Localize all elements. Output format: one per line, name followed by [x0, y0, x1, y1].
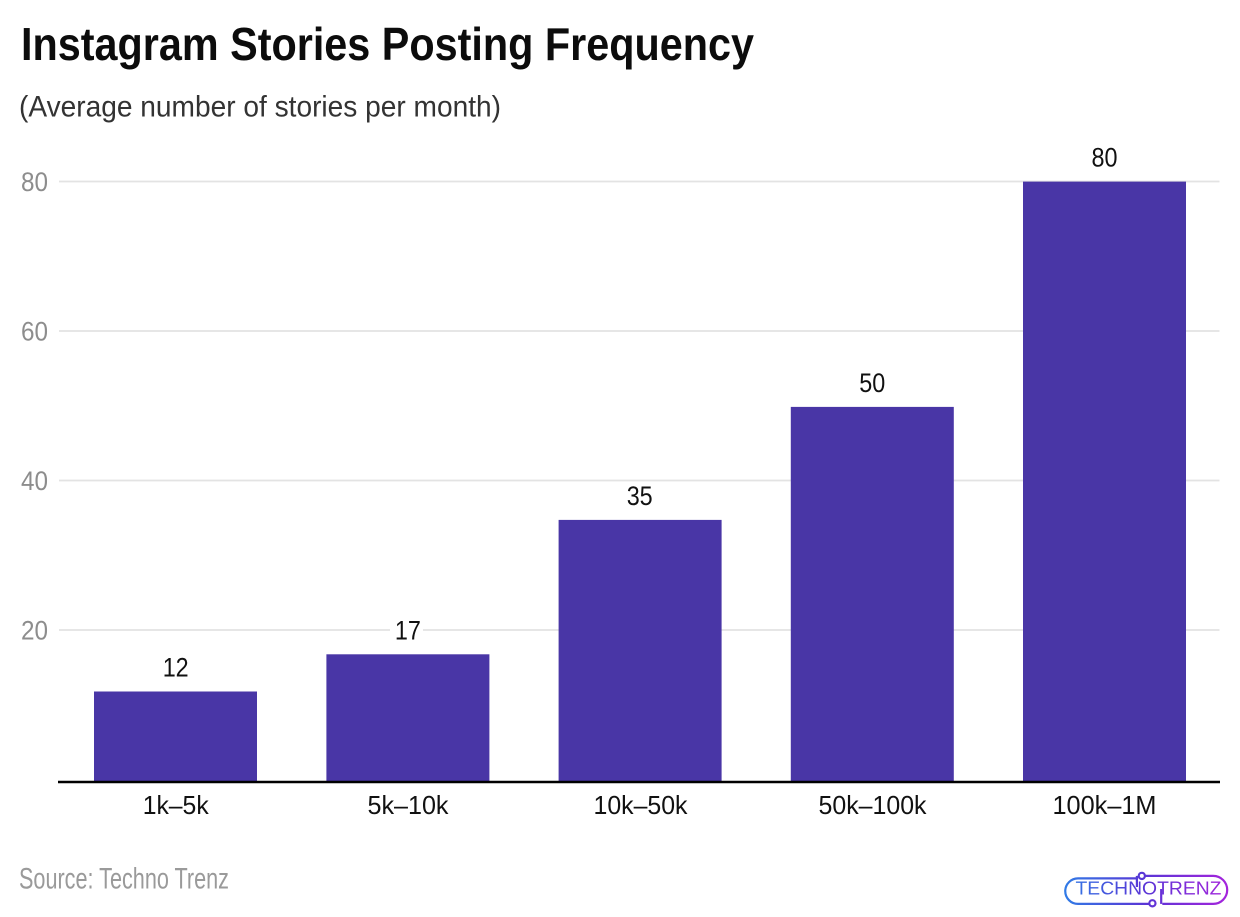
- svg-text:80: 80: [1092, 143, 1118, 173]
- svg-text:17: 17: [395, 615, 421, 645]
- svg-text:TECHNOTRENZ: TECHNOTRENZ: [1076, 877, 1222, 898]
- svg-text:12: 12: [163, 653, 189, 683]
- svg-text:20: 20: [21, 615, 48, 645]
- svg-text:1k–5k: 1k–5k: [143, 790, 210, 820]
- svg-text:5k–10k: 5k–10k: [368, 790, 450, 820]
- svg-text:(Average number of stories per: (Average number of stories per month): [19, 90, 501, 123]
- svg-text:Source: Techno Trenz: Source: Techno Trenz: [19, 863, 229, 896]
- svg-text:50: 50: [859, 368, 885, 398]
- svg-text:60: 60: [21, 316, 48, 346]
- svg-text:35: 35: [627, 481, 653, 511]
- svg-text:40: 40: [21, 466, 48, 496]
- svg-text:10k–50k: 10k–50k: [594, 790, 689, 820]
- svg-text:50k–100k: 50k–100k: [819, 790, 928, 820]
- svg-text:Instagram Stories Posting Freq: Instagram Stories Posting Frequency: [21, 18, 754, 70]
- svg-text:80: 80: [21, 167, 48, 197]
- svg-text:100k–1M: 100k–1M: [1053, 790, 1157, 820]
